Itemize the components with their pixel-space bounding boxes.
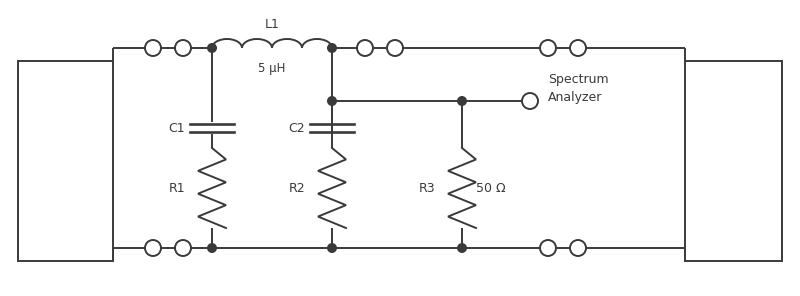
Circle shape <box>175 40 191 56</box>
Bar <box>685 61 782 261</box>
Text: Spectrum
Analyzer: Spectrum Analyzer <box>548 73 609 104</box>
Circle shape <box>540 240 556 256</box>
Text: DUT: DUT <box>720 155 746 168</box>
Bar <box>18 61 113 261</box>
Circle shape <box>570 40 586 56</box>
Circle shape <box>145 240 161 256</box>
Circle shape <box>457 243 467 253</box>
Circle shape <box>570 240 586 256</box>
Text: R3: R3 <box>418 181 435 194</box>
Text: C1: C1 <box>168 121 185 134</box>
Circle shape <box>357 40 373 56</box>
Circle shape <box>145 40 161 56</box>
Circle shape <box>457 96 467 106</box>
Text: Power
Supply
Unit: Power Supply Unit <box>44 136 86 186</box>
Text: R1: R1 <box>168 181 185 194</box>
Circle shape <box>327 43 337 53</box>
Circle shape <box>540 40 556 56</box>
Text: R2: R2 <box>288 181 305 194</box>
Text: C2: C2 <box>288 121 305 134</box>
Circle shape <box>207 243 217 253</box>
Circle shape <box>327 96 337 106</box>
Text: L1: L1 <box>265 18 279 31</box>
Circle shape <box>522 93 538 109</box>
Circle shape <box>387 40 403 56</box>
Circle shape <box>207 43 217 53</box>
Text: 5 μH: 5 μH <box>258 62 286 75</box>
Text: 50 Ω: 50 Ω <box>476 181 506 194</box>
Circle shape <box>175 240 191 256</box>
Circle shape <box>327 243 337 253</box>
